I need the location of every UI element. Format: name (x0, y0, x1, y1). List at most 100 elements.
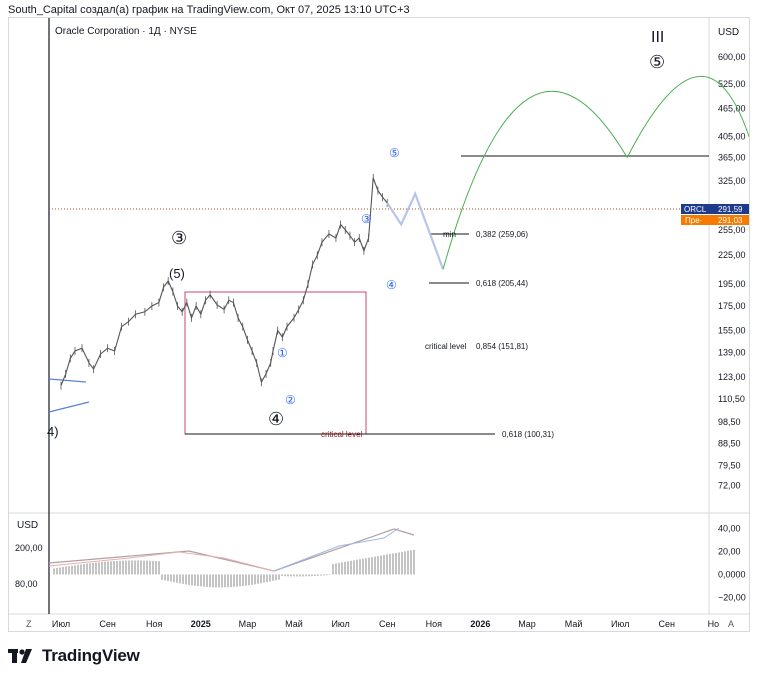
indicator-bar (167, 574, 169, 582)
indicator-line-3 (273, 527, 400, 572)
time-axis-tick: Май (565, 619, 583, 629)
indicator-bar (410, 550, 412, 575)
indicator-scales: 40,00 20,00 0,0000 −20,00 200,00 80,00 (15, 524, 746, 603)
price-scale-tick: 110,50 (718, 394, 745, 404)
minor-wave-2: ② (285, 393, 296, 407)
indicator-bar (179, 574, 181, 584)
indicator-bar (275, 574, 277, 581)
indicator-bar (170, 574, 172, 582)
indicator-bar (161, 574, 163, 580)
indicator-bar (266, 574, 268, 583)
indicator-bar (92, 562, 94, 575)
minor-wave-1: ① (277, 346, 288, 360)
indicator-bar (236, 574, 238, 587)
indicator-bar (338, 562, 340, 575)
indicator-bar (374, 556, 376, 575)
indicator-bar (116, 560, 118, 575)
indicator-bar (146, 560, 148, 575)
projections (386, 76, 758, 270)
tradingview-wordmark: TradingView (42, 646, 140, 665)
indicator-bar (308, 574, 310, 577)
premarket-value: 291,03 (718, 216, 743, 225)
time-axis-tick: Июл (611, 619, 629, 629)
indicator-bar (188, 574, 190, 585)
indicator-bar (191, 574, 193, 586)
price-scale[interactable]: 600,00 525,00 465,00 405,00 365,00 325,00 255,… (718, 52, 746, 490)
indicator-bar (128, 560, 130, 575)
indicator-bar (386, 554, 388, 575)
indicator-bar (392, 553, 394, 575)
indicator-bar (119, 560, 121, 575)
indicator-bar (356, 559, 358, 575)
indicator-right-tick: 40,00 (718, 524, 741, 534)
indicator-bar (89, 563, 91, 575)
indicator-bar (230, 574, 232, 588)
indicator-bar (314, 574, 316, 576)
indicator-bar (302, 574, 304, 577)
indicator-bar (125, 560, 127, 575)
indicator-bar (206, 574, 208, 587)
indicator-bar (197, 574, 199, 587)
time-axis-tick: Сен (379, 619, 396, 629)
indicator-bar (113, 561, 115, 575)
last-price-value: 291,59 (718, 205, 743, 214)
indicator-bar (287, 574, 289, 577)
price-scale-tick: 225,00 (718, 250, 746, 260)
wave-label-4-circle: ④ (268, 409, 284, 429)
indicator-bar (95, 562, 97, 575)
indicator-bar (317, 574, 319, 576)
indicator-bar (389, 553, 391, 575)
indicator-bar (155, 561, 157, 575)
time-axis-tick: Ноя (146, 619, 163, 629)
time-axis-tick: Мар (518, 619, 536, 629)
indicator-bar (332, 563, 334, 575)
indicator-bar (395, 552, 397, 575)
indicator-bar (341, 562, 343, 575)
wave-label-4-cut: 4) (47, 424, 59, 439)
chart-canvas[interactable]: Oracle Corporation · 1Д · NYSE USD USD 6… (9, 18, 758, 631)
premarket-price-tag: Пре· 291,03 (681, 215, 749, 225)
annotation-fib-618-upper: 0,618 (205,44) (476, 279, 528, 288)
annotation-fib-382: 0,382 (259,06) (476, 230, 528, 239)
premarket-label: Пре· (685, 216, 702, 225)
indicator-bar (212, 574, 214, 588)
indicator-bar (269, 574, 271, 582)
currency-label: USD (718, 27, 739, 38)
indicator-bar (299, 574, 301, 577)
auto-scale-label: A (728, 619, 734, 629)
zoom-button[interactable]: Z (26, 619, 32, 629)
price-scale-tick: 465,00 (718, 104, 746, 114)
indicator-bar (62, 567, 64, 575)
indicator-bar (350, 560, 352, 575)
indicator-bar (257, 574, 259, 584)
trend-line-lower (48, 401, 90, 413)
time-axis[interactable]: Июл Сен Ноя 2025 Мар Май Июл Сен Ноя 2026 Мар Май Ию… (52, 619, 719, 629)
indicator-bar (260, 574, 262, 584)
indicator-bar (305, 574, 307, 577)
minor-wave-5: ⑤ (389, 146, 400, 160)
time-axis-tick: 2026 (470, 619, 490, 629)
price-scale-tick: 139,00 (718, 347, 746, 357)
tradingview-brand[interactable]: TradingView (8, 645, 140, 667)
indicator-bar (353, 560, 355, 575)
time-axis-tick: Июл (52, 619, 70, 629)
indicator-currency: USD (17, 520, 38, 531)
indicator-bar (248, 574, 250, 586)
indicator-bar (200, 574, 202, 587)
indicator-bar (359, 559, 361, 575)
indicator-bar (107, 561, 109, 575)
indicator-bar (398, 552, 400, 575)
price-scale-tick: 123,00 (718, 372, 746, 382)
minor-wave-3: ③ (361, 212, 372, 226)
auto-scale-button[interactable]: A (728, 619, 734, 629)
time-axis-tick: Мар (239, 619, 257, 629)
indicator-bar (335, 563, 337, 575)
indicator-bar (68, 566, 70, 575)
indicator-bar (365, 558, 367, 575)
price-scale-tick: 72,00 (718, 480, 741, 490)
indicator-bar (296, 574, 298, 577)
indicator-bar (404, 551, 406, 575)
indicator-bar (320, 574, 322, 576)
indicator-bar (98, 562, 100, 575)
indicator-bar (326, 574, 328, 576)
